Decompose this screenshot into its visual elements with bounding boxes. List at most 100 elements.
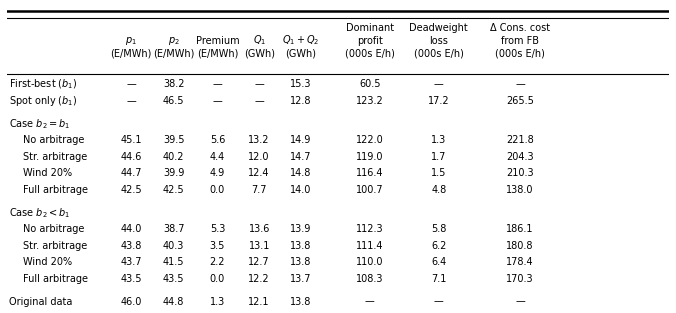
Text: 1.3: 1.3 bbox=[431, 135, 446, 145]
Text: Wind 20%: Wind 20% bbox=[23, 257, 72, 267]
Text: Full arbitrage: Full arbitrage bbox=[23, 185, 89, 195]
Text: No arbitrage: No arbitrage bbox=[23, 224, 84, 234]
Text: 44.6: 44.6 bbox=[120, 152, 142, 162]
Text: loss: loss bbox=[429, 36, 448, 46]
Text: (000s E/h): (000s E/h) bbox=[414, 49, 464, 59]
Text: 43.8: 43.8 bbox=[120, 241, 142, 251]
Text: 0.0: 0.0 bbox=[210, 274, 225, 284]
Text: —: — bbox=[515, 297, 525, 307]
Text: 40.3: 40.3 bbox=[163, 241, 185, 251]
Text: 6.2: 6.2 bbox=[431, 241, 446, 251]
Text: 100.7: 100.7 bbox=[356, 185, 383, 195]
Text: Str. arbitrage: Str. arbitrage bbox=[23, 241, 88, 251]
Text: —: — bbox=[126, 96, 136, 106]
Text: $p_2$: $p_2$ bbox=[168, 34, 180, 47]
Text: Dominant: Dominant bbox=[345, 23, 394, 33]
Text: 38.7: 38.7 bbox=[163, 224, 185, 234]
Text: 6.4: 6.4 bbox=[431, 257, 446, 267]
Text: 40.2: 40.2 bbox=[163, 152, 185, 162]
Text: —: — bbox=[434, 297, 443, 307]
Text: 12.7: 12.7 bbox=[248, 257, 270, 267]
Text: 13.6: 13.6 bbox=[249, 224, 270, 234]
Text: 178.4: 178.4 bbox=[506, 257, 534, 267]
Text: 46.0: 46.0 bbox=[120, 297, 142, 307]
Text: 39.9: 39.9 bbox=[163, 168, 185, 178]
Text: $p_1$: $p_1$ bbox=[125, 34, 137, 47]
Text: 1.5: 1.5 bbox=[431, 168, 446, 178]
Text: Case $b_2 = b_1$: Case $b_2 = b_1$ bbox=[9, 117, 70, 131]
Text: No arbitrage: No arbitrage bbox=[23, 135, 84, 145]
Text: 5.3: 5.3 bbox=[210, 224, 225, 234]
Text: 15.3: 15.3 bbox=[290, 80, 312, 90]
Text: 44.8: 44.8 bbox=[163, 297, 185, 307]
Text: 4.9: 4.9 bbox=[210, 168, 225, 178]
Text: (GWh): (GWh) bbox=[243, 49, 274, 59]
Text: Original data: Original data bbox=[9, 297, 72, 307]
Text: (000s E/h): (000s E/h) bbox=[496, 49, 545, 59]
Text: —: — bbox=[212, 96, 222, 106]
Text: Δ Cons. cost: Δ Cons. cost bbox=[490, 23, 550, 33]
Text: 1.3: 1.3 bbox=[210, 297, 225, 307]
Text: 42.5: 42.5 bbox=[163, 185, 185, 195]
Text: Deadweight: Deadweight bbox=[410, 23, 468, 33]
Text: 110.0: 110.0 bbox=[356, 257, 383, 267]
Text: —: — bbox=[254, 96, 264, 106]
Text: 12.2: 12.2 bbox=[248, 274, 270, 284]
Text: 13.8: 13.8 bbox=[290, 297, 312, 307]
Text: 221.8: 221.8 bbox=[506, 135, 534, 145]
Text: 0.0: 0.0 bbox=[210, 185, 225, 195]
Text: (E/MWh): (E/MWh) bbox=[153, 49, 195, 59]
Text: 38.2: 38.2 bbox=[163, 80, 185, 90]
Text: 112.3: 112.3 bbox=[356, 224, 383, 234]
Text: 14.0: 14.0 bbox=[290, 185, 312, 195]
Text: 210.3: 210.3 bbox=[506, 168, 534, 178]
Text: 14.7: 14.7 bbox=[290, 152, 312, 162]
Text: (GWh): (GWh) bbox=[285, 49, 316, 59]
Text: 170.3: 170.3 bbox=[506, 274, 534, 284]
Text: —: — bbox=[434, 80, 443, 90]
Text: 7.7: 7.7 bbox=[251, 185, 267, 195]
Text: (000s E/h): (000s E/h) bbox=[345, 49, 395, 59]
Text: 12.0: 12.0 bbox=[248, 152, 270, 162]
Text: 12.1: 12.1 bbox=[248, 297, 270, 307]
Text: Premium: Premium bbox=[195, 36, 239, 46]
Text: 13.8: 13.8 bbox=[290, 241, 312, 251]
Text: Case $b_2 < b_1$: Case $b_2 < b_1$ bbox=[9, 206, 70, 219]
Text: 44.7: 44.7 bbox=[120, 168, 142, 178]
Text: (E/MWh): (E/MWh) bbox=[197, 49, 238, 59]
Text: Str. arbitrage: Str. arbitrage bbox=[23, 152, 88, 162]
Text: 13.2: 13.2 bbox=[248, 135, 270, 145]
Text: First-best ($b_1$): First-best ($b_1$) bbox=[9, 78, 77, 91]
Text: 12.4: 12.4 bbox=[248, 168, 270, 178]
Text: (E/MWh): (E/MWh) bbox=[111, 49, 152, 59]
Text: 180.8: 180.8 bbox=[506, 241, 534, 251]
Text: 5.6: 5.6 bbox=[210, 135, 225, 145]
Text: 43.7: 43.7 bbox=[120, 257, 142, 267]
Text: 119.0: 119.0 bbox=[356, 152, 383, 162]
Text: 42.5: 42.5 bbox=[120, 185, 142, 195]
Text: 4.8: 4.8 bbox=[431, 185, 446, 195]
Text: 265.5: 265.5 bbox=[506, 96, 534, 106]
Text: 138.0: 138.0 bbox=[506, 185, 534, 195]
Text: 13.7: 13.7 bbox=[290, 274, 312, 284]
Text: 1.7: 1.7 bbox=[431, 152, 446, 162]
Text: 7.1: 7.1 bbox=[431, 274, 446, 284]
Text: 43.5: 43.5 bbox=[120, 274, 142, 284]
Text: 13.9: 13.9 bbox=[290, 224, 312, 234]
Text: 2.2: 2.2 bbox=[210, 257, 225, 267]
Text: from FB: from FB bbox=[501, 36, 539, 46]
Text: 41.5: 41.5 bbox=[163, 257, 185, 267]
Text: Spot only ($b_1$): Spot only ($b_1$) bbox=[9, 94, 77, 108]
Text: —: — bbox=[515, 80, 525, 90]
Text: 123.2: 123.2 bbox=[356, 96, 384, 106]
Text: 111.4: 111.4 bbox=[356, 241, 383, 251]
Text: 122.0: 122.0 bbox=[356, 135, 384, 145]
Text: 108.3: 108.3 bbox=[356, 274, 383, 284]
Text: 60.5: 60.5 bbox=[359, 80, 381, 90]
Text: 12.8: 12.8 bbox=[290, 96, 312, 106]
Text: 186.1: 186.1 bbox=[506, 224, 534, 234]
Text: —: — bbox=[212, 80, 222, 90]
Text: 45.1: 45.1 bbox=[120, 135, 142, 145]
Text: 39.5: 39.5 bbox=[163, 135, 185, 145]
Text: $Q_1$: $Q_1$ bbox=[253, 34, 266, 48]
